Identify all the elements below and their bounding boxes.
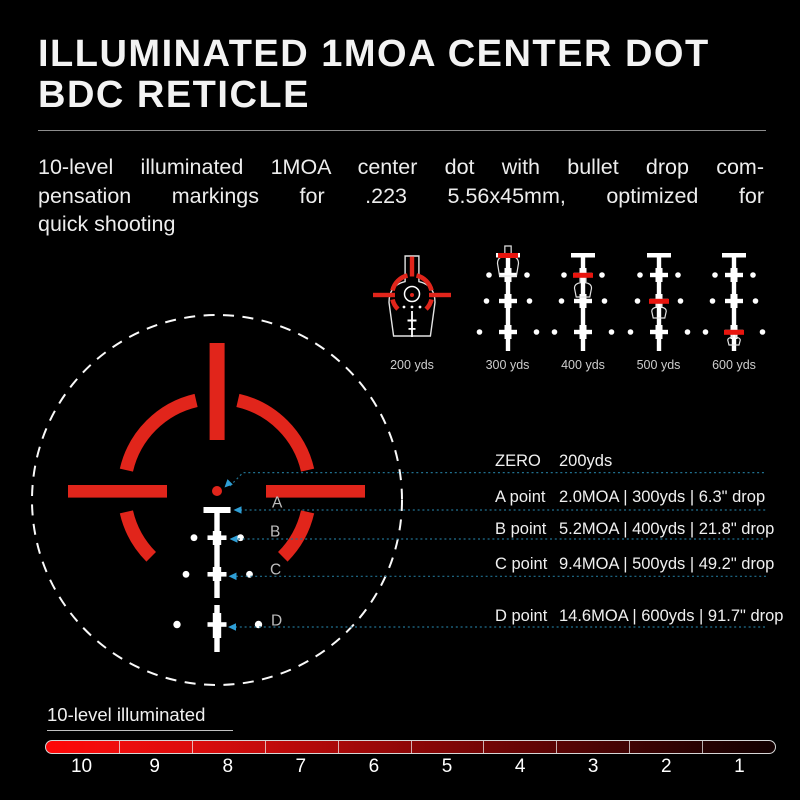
bdc-row-label: A point — [495, 488, 546, 506]
page-title-line1: ILLUMINATED 1MOA CENTER DOT — [38, 33, 710, 75]
illumination-segment-divider — [337, 741, 339, 753]
target-silhouette — [727, 332, 741, 346]
range-preview-figure — [551, 253, 615, 351]
range-preview-300yds: 300 yds — [472, 243, 544, 377]
bdc-row-d: D point 14.6MOA | 600yds | 91.7" drop — [495, 606, 783, 626]
point-markers: A B C D — [270, 495, 283, 630]
range-preview-figure — [476, 245, 539, 351]
bdc-ladder — [173, 507, 263, 652]
bdc-row-value: 5.2MOA | 400yds | 21.8" drop — [559, 520, 775, 538]
range-preview-400yds: 400 yds — [547, 243, 619, 377]
leader-zero — [229, 472, 766, 487]
range-preview-label: 500 yds — [636, 358, 681, 372]
range-preview-label: 300 yds — [485, 358, 530, 372]
range-preview-600yds: 600 yds — [698, 243, 770, 377]
illumination-level: 7 — [295, 756, 307, 777]
illumination-segment-divider — [264, 741, 266, 753]
target-silhouette — [573, 275, 593, 298]
illumination-segment-divider — [629, 741, 631, 753]
range-preview-label: 600 yds — [712, 358, 756, 372]
leader-lines — [229, 472, 766, 628]
illumination-segment-divider — [118, 741, 120, 753]
page-title: ILLUMINATED 1MOA CENTER DOT BDC RETICLE — [38, 34, 710, 116]
product-description: 10-level illuminated 1MOA center dot wit… — [38, 153, 764, 239]
illumination-segment-divider — [483, 741, 485, 753]
illumination-underline — [47, 730, 233, 731]
illumination-level: 9 — [149, 756, 160, 777]
bdc-row-zero: ZERO 200yds — [495, 451, 612, 471]
bdc-row-label: ZERO — [495, 452, 541, 470]
center-dot — [212, 486, 222, 496]
bdc-row-value: 200yds — [559, 452, 613, 470]
description-line: quick shooting — [38, 212, 176, 236]
bdc-row-value: 14.6MOA | 600yds | 91.7" drop — [559, 607, 784, 625]
range-preview-label: 200 yds — [390, 358, 434, 372]
illumination-level: 5 — [441, 756, 453, 777]
illumination-level: 8 — [222, 756, 234, 777]
point-marker-a: A — [272, 495, 283, 512]
bdc-row-value: 9.4MOA | 500yds | 49.2" drop — [559, 555, 775, 573]
illumination-segment-divider — [410, 741, 412, 753]
range-preview-500yds: 500 yds — [623, 243, 695, 377]
bdc-row-b: B point 5.2MOA | 400yds | 21.8" drop — [495, 519, 774, 539]
description-line: pensation markings for .223 5.56x45mm, o… — [38, 183, 764, 208]
bdc-row-c: C point 9.4MOA | 500yds | 49.2" drop — [495, 554, 774, 574]
point-marker-d: D — [271, 613, 282, 630]
range-preview-figure — [373, 255, 451, 337]
title-divider — [38, 130, 766, 131]
illumination-level: 3 — [587, 756, 599, 777]
illumination-scale: 10 9 8 7 6 5 4 3 2 1 — [45, 756, 776, 778]
illumination-level: 4 — [514, 756, 526, 777]
illumination-level: 1 — [734, 756, 745, 777]
illumination-segment-divider — [556, 741, 558, 753]
bdc-row-label: B point — [495, 520, 547, 538]
illumination-gradient-bar — [45, 740, 776, 754]
illumination-level: 10 — [70, 756, 93, 777]
point-marker-c: C — [270, 562, 281, 579]
illumination-label: 10-level illuminated — [47, 704, 206, 725]
bdc-row-label: D point — [495, 607, 548, 625]
leader-arrows — [224, 479, 242, 631]
field-of-view-dashed-circle — [31, 314, 403, 686]
bdc-row-a: A point 2.0MOA | 300yds | 6.3" drop — [495, 487, 765, 507]
illumination-segment-divider — [702, 741, 704, 753]
target-silhouette — [650, 301, 667, 319]
illumination-level: 6 — [368, 756, 380, 777]
range-preview-label: 400 yds — [561, 358, 605, 372]
description-line: 10-level illuminated 1MOA center dot wit… — [38, 155, 764, 179]
range-preview-200yds: 200 yds — [362, 243, 462, 377]
range-preview-figure — [702, 253, 766, 351]
page-title-line2: BDC RETICLE — [38, 74, 310, 116]
red-crosshair — [68, 343, 365, 562]
illumination-segment-divider — [191, 741, 193, 753]
illumination-level: 2 — [661, 756, 672, 777]
bdc-row-label: C point — [495, 555, 548, 573]
reticle-figure: A B C D — [31, 314, 766, 686]
bdc-row-value: 2.0MOA | 300yds | 6.3" drop — [559, 488, 766, 506]
range-preview-figure — [627, 253, 690, 351]
point-marker-b: B — [270, 524, 280, 541]
